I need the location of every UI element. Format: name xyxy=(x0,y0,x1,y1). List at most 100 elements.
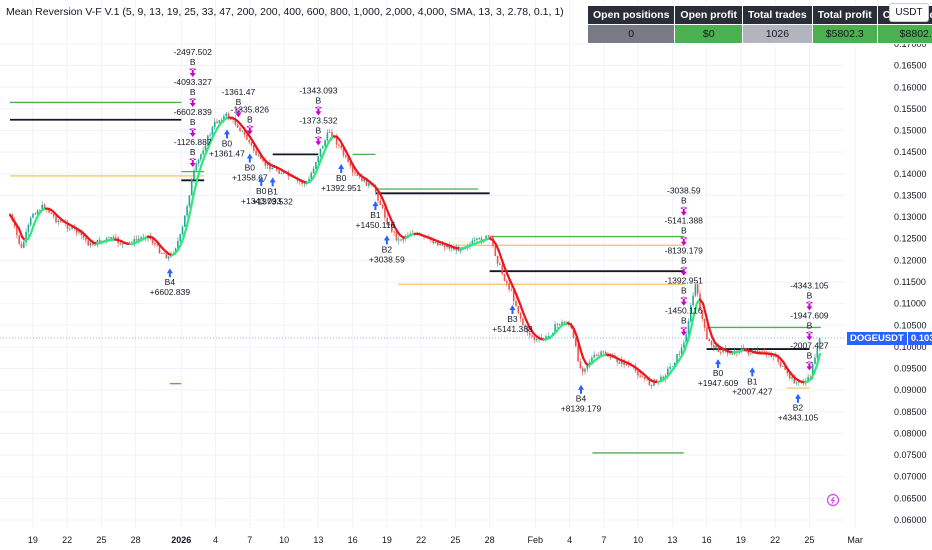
x-tick-label: 25 xyxy=(450,535,460,545)
sell-signal-letter: B xyxy=(247,115,253,125)
buy-arrow-icon xyxy=(246,153,253,163)
candle-body xyxy=(696,284,699,294)
candle-body xyxy=(179,234,181,241)
strategy-stats-table: Open positions Open profit Total trades … xyxy=(586,5,932,44)
candle-body xyxy=(381,205,384,208)
candle-body xyxy=(326,132,329,141)
buy-signal-value: +2007.427 xyxy=(732,386,773,396)
y-tick-label: 0.15500 xyxy=(894,104,927,114)
candle-body xyxy=(558,323,561,325)
replay-icon[interactable] xyxy=(826,493,840,507)
x-tick-label: 28 xyxy=(485,535,495,545)
candle-body xyxy=(749,353,752,355)
buy-signal: B0+1343.093 xyxy=(241,177,282,206)
candle-body xyxy=(158,245,161,254)
buy-signal: B4+8139.179 xyxy=(561,384,601,414)
trend-segment xyxy=(689,313,696,330)
trend-segment xyxy=(704,314,711,329)
candle-body xyxy=(211,127,214,135)
y-tick-label: 0.10500 xyxy=(894,320,927,330)
trend-segment xyxy=(26,232,33,241)
buy-signal-value: +4343.105 xyxy=(778,413,819,423)
candle-body xyxy=(508,283,510,290)
candle-body xyxy=(786,369,789,374)
candle-body xyxy=(69,228,71,230)
candle-body xyxy=(273,167,276,169)
candle-body xyxy=(471,240,474,244)
trend-segment xyxy=(518,302,525,314)
candle-body xyxy=(75,228,78,233)
candle-body xyxy=(110,237,112,240)
sell-arrow-icon xyxy=(680,296,687,306)
candle-body xyxy=(59,220,62,222)
trend-segment xyxy=(509,281,516,291)
buy-signal-value: +3038.59 xyxy=(369,254,405,264)
candle-body xyxy=(524,325,526,327)
x-tick-label: 4 xyxy=(567,535,572,545)
candle-body xyxy=(473,240,476,241)
candle-body xyxy=(324,140,326,147)
buy-arrow-icon xyxy=(258,177,265,186)
y-tick-label: 0.13500 xyxy=(894,190,927,200)
candle-body xyxy=(754,350,756,352)
candle-body xyxy=(395,232,398,241)
candle-body xyxy=(678,353,681,355)
sell-signal-value: -1947.609 xyxy=(790,310,829,320)
candle-body xyxy=(239,127,241,131)
candle-body xyxy=(556,323,559,325)
candle-body xyxy=(581,368,584,372)
sell-arrow-icon xyxy=(246,125,253,135)
candle-body xyxy=(588,362,591,365)
trend-segment xyxy=(497,250,504,262)
candle-body xyxy=(648,378,651,386)
candle-body xyxy=(349,161,352,167)
buy-signal: B4+6602.839 xyxy=(150,268,191,297)
time-axis: 19 22 25 28 2026 4 7 10 13 16 19 22 25 28 Feb 4 7 10 13 16 1… xyxy=(28,535,863,545)
symbol-label: DOGEUSDT xyxy=(847,332,907,345)
candle-body xyxy=(598,355,600,357)
buy-signal-value: +1947.609 xyxy=(698,378,739,388)
stats-total-profit: $5802.3 xyxy=(811,24,878,44)
candle-body xyxy=(89,242,92,246)
candle-body xyxy=(379,200,382,206)
candle-body xyxy=(535,338,538,340)
candle-body xyxy=(202,150,204,155)
sell-signal-letter: B xyxy=(681,286,687,296)
candle-body xyxy=(225,113,227,117)
candle-body xyxy=(227,113,230,119)
candle-body xyxy=(397,239,400,241)
buy-arrow-icon xyxy=(223,129,230,139)
trend-segment xyxy=(209,133,216,143)
sell-arrow-icon xyxy=(680,266,687,276)
candle-body xyxy=(793,376,796,384)
y-tick-label: 0.07500 xyxy=(894,450,927,460)
candle-body xyxy=(496,255,499,264)
candle-body xyxy=(593,354,595,358)
x-tick-label: 7 xyxy=(247,535,252,545)
buy-signal-label: B2 xyxy=(382,244,393,254)
sell-signal-value: -1343.093 xyxy=(299,85,338,95)
candle-body xyxy=(662,376,664,380)
buy-arrow-icon xyxy=(166,268,173,278)
candle-body xyxy=(676,353,678,363)
candle-body xyxy=(195,163,198,171)
candle-body xyxy=(811,364,814,377)
sell-signal-letter: B xyxy=(681,256,687,266)
currency-selector[interactable]: USDT xyxy=(889,3,929,22)
candle-body xyxy=(572,328,575,338)
candle-body xyxy=(646,378,648,380)
stats-open-profit: $0 xyxy=(674,24,743,44)
candle-body xyxy=(602,351,605,353)
x-tick-label: 16 xyxy=(348,535,358,545)
x-tick-label: Mar xyxy=(847,535,863,545)
candle-body xyxy=(246,134,248,140)
candle-body xyxy=(807,376,809,381)
candle-body xyxy=(36,210,39,215)
trend-segment xyxy=(320,149,327,159)
buy-signal-value: +6602.839 xyxy=(150,287,191,297)
trend-segment xyxy=(680,348,687,357)
candle-body xyxy=(328,131,331,133)
candle-body xyxy=(719,352,722,353)
buy-signal: B2+4343.105 xyxy=(778,393,819,423)
